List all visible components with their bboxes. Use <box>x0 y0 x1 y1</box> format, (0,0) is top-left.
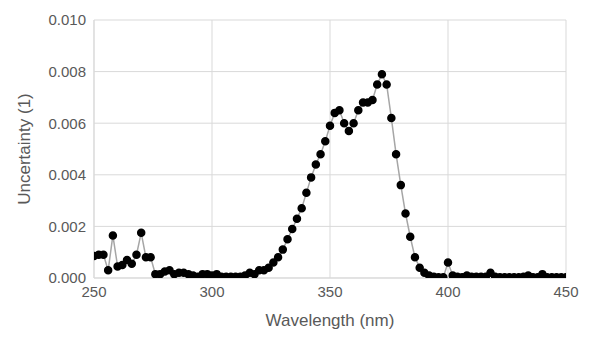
svg-text:Wavelength (nm): Wavelength (nm) <box>266 311 395 330</box>
svg-text:0.000: 0.000 <box>48 269 86 286</box>
svg-text:Uncertainty (1): Uncertainty (1) <box>15 93 34 204</box>
svg-text:0.002: 0.002 <box>48 218 86 235</box>
svg-text:250: 250 <box>81 282 107 300</box>
svg-text:0.006: 0.006 <box>48 115 86 132</box>
svg-text:350: 350 <box>317 283 342 300</box>
svg-text:0.004: 0.004 <box>48 166 86 183</box>
svg-text:400: 400 <box>435 283 460 300</box>
svg-text:300: 300 <box>199 283 224 300</box>
svg-text:450: 450 <box>553 283 578 300</box>
svg-text:0.010: 0.010 <box>48 11 86 28</box>
svg-text:0.008: 0.008 <box>48 63 86 80</box>
